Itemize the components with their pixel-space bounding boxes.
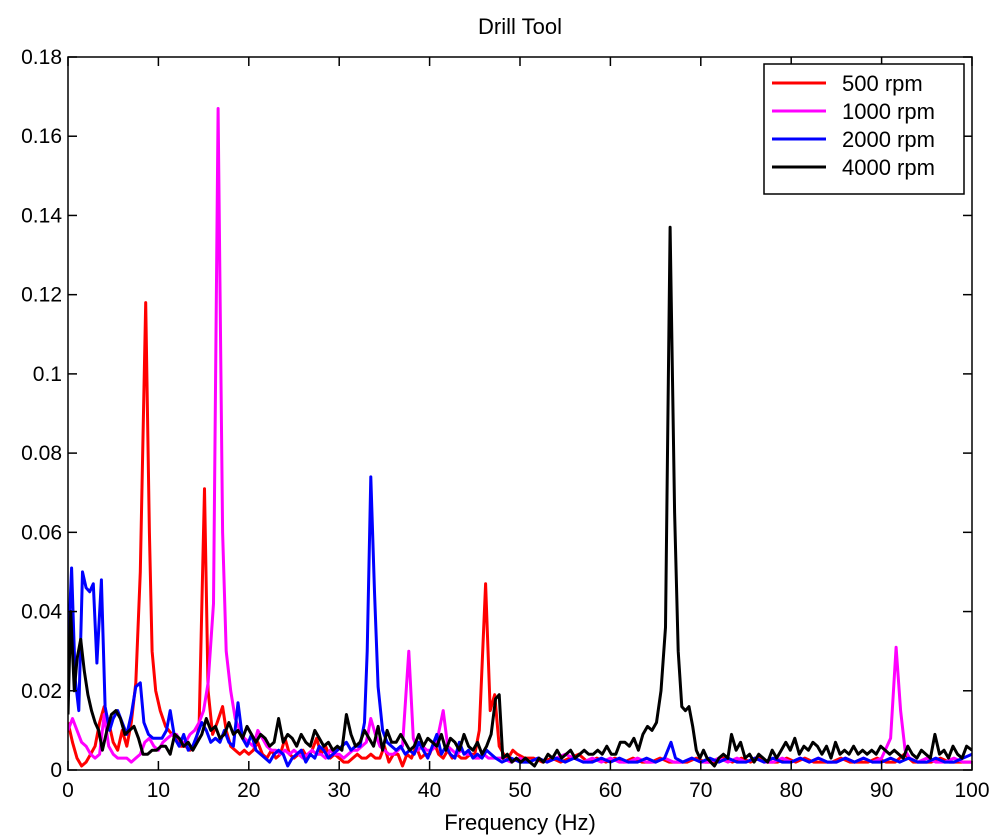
series-line-4000-rpm [68,225,972,768]
x-tick-label: 80 [780,779,803,802]
legend-label: 500 rpm [842,71,923,96]
legend: 500 rpm 1000 rpm 2000 rpm 4000 rpm [763,63,965,195]
legend-box [763,63,965,195]
x-tick-label: 100 [954,779,989,802]
y-tick-label: 0.06 [21,521,62,544]
x-tick-label: 20 [237,779,260,802]
y-tick-label: 0.14 [21,204,62,227]
x-tick-label: 60 [599,779,622,802]
y-tick-label: 0.16 [21,125,62,148]
y-tick-label: 0.08 [21,442,62,465]
ticks-layer: 0 10 20 30 40 50 60 70 80 90 100 0 0.02 0.04 0.06 0.08 0… [21,46,989,802]
x-tick-label: 30 [328,779,351,802]
chart-title: Drill Tool [478,14,562,39]
x-tick-label: 70 [689,779,712,802]
series-line-2000-rpm [68,475,972,768]
x-tick-label: 10 [147,779,170,802]
x-tick-label: 90 [870,779,893,802]
x-axis-label: Frequency (Hz) [444,810,596,835]
x-tick-label: 40 [418,779,441,802]
legend-label: 1000 rpm [842,99,935,124]
legend-label: 2000 rpm [842,127,935,152]
y-tick-label: 0.1 [33,363,62,386]
y-tick-label: 0.12 [21,284,62,307]
x-tick-label: 50 [508,779,531,802]
series-layer [68,107,972,768]
y-tick-label: 0.18 [21,46,62,69]
legend-label: 4000 rpm [842,155,935,180]
y-tick-label: 0.02 [21,680,62,703]
x-tick-label: 0 [62,779,74,802]
y-tick-label: 0 [50,759,62,782]
y-tick-label: 0.04 [21,601,62,624]
